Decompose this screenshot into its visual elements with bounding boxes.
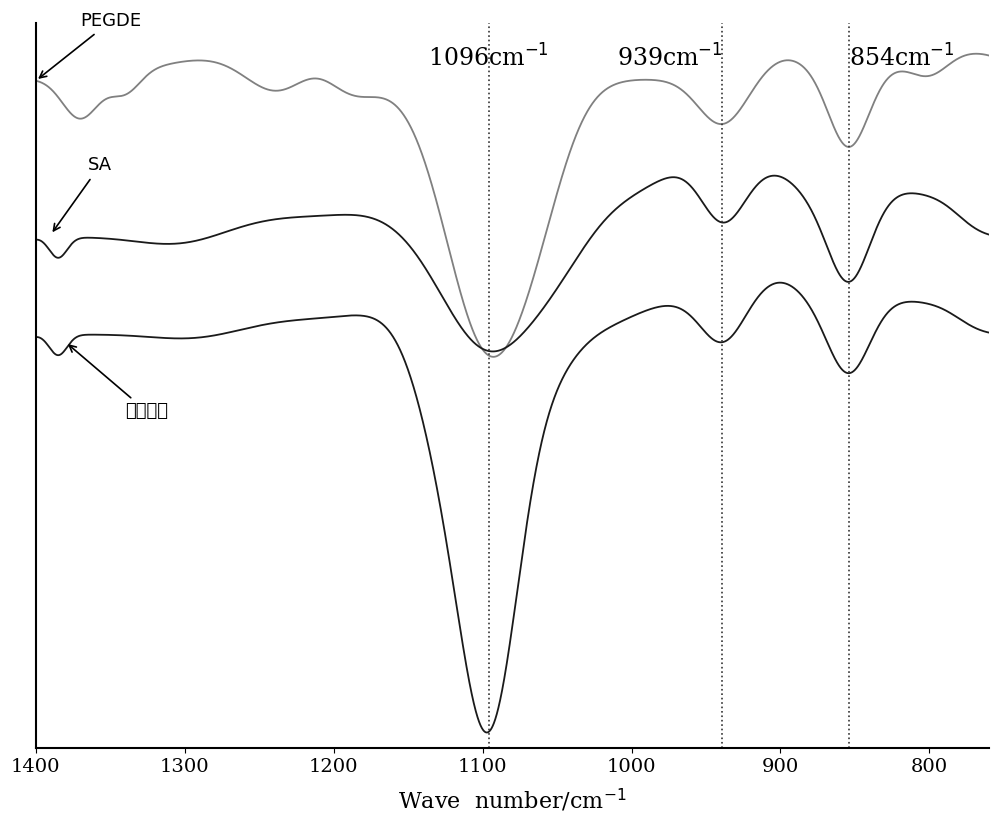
Text: PEGDE: PEGDE (39, 12, 142, 78)
Text: SA: SA (53, 157, 112, 231)
Text: 1096cm$^{-1}$: 1096cm$^{-1}$ (428, 45, 549, 72)
X-axis label: Wave  number/cm$^{-1}$: Wave number/cm$^{-1}$ (398, 787, 627, 814)
Text: 854cm$^{-1}$: 854cm$^{-1}$ (849, 45, 955, 72)
Text: 复合纤维: 复合纤维 (69, 345, 168, 421)
Text: 939cm$^{-1}$: 939cm$^{-1}$ (617, 45, 722, 72)
